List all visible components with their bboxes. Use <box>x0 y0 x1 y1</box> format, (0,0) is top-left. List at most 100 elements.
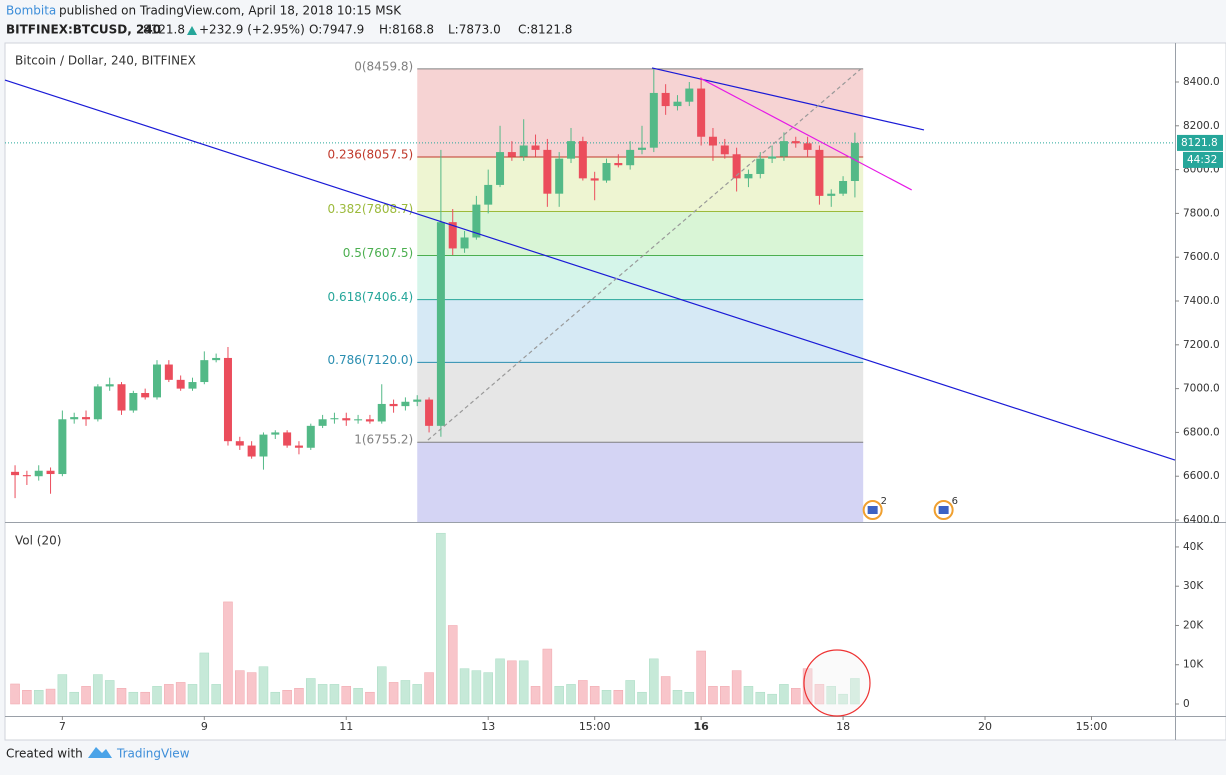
volume-bar <box>601 690 612 705</box>
candle-body <box>223 357 232 442</box>
volume-bar <box>814 684 825 705</box>
volume-bar <box>696 650 706 705</box>
fib-label: 0.5(7607.5) <box>343 246 413 260</box>
event-flag <box>867 506 878 514</box>
volume-bar <box>554 686 564 705</box>
volume-bar <box>22 690 32 705</box>
volume-bar <box>459 668 470 705</box>
candle-body <box>531 145 540 150</box>
trendline <box>427 67 863 441</box>
volume-bar <box>495 658 505 705</box>
candle-body <box>129 392 138 411</box>
candle-body <box>803 143 812 150</box>
volume-bar <box>589 686 600 705</box>
candle-body <box>235 441 244 446</box>
candle-body <box>720 145 729 155</box>
candle-body <box>519 145 528 157</box>
price: 8121.8 <box>143 23 185 37</box>
volume-bar <box>329 684 340 705</box>
candle-body <box>543 149 552 194</box>
volume-bar <box>317 684 328 705</box>
last-price-label: 8121.8 <box>1181 137 1218 149</box>
candle-body <box>815 149 824 196</box>
candle-body <box>614 163 623 166</box>
candle-body <box>697 88 706 137</box>
volume-bar <box>282 690 292 705</box>
candle-body <box>200 360 209 383</box>
volume-tick-label: 0 <box>1183 698 1190 710</box>
volume-bar <box>235 670 245 705</box>
volume-bar <box>57 674 68 705</box>
volume-bar <box>365 691 375 705</box>
candle-body <box>153 364 162 398</box>
candle-body <box>141 392 150 398</box>
volume-bar <box>637 691 647 705</box>
candle-body <box>330 418 339 420</box>
candle-body <box>176 379 185 389</box>
volume-bar <box>353 688 363 705</box>
volume-bar <box>542 648 553 705</box>
candle-body <box>117 384 126 411</box>
x-tick-label: 15:00 <box>579 720 611 733</box>
candle-body <box>661 92 670 107</box>
x-tick-label: 7 <box>59 720 66 733</box>
volume-bar <box>258 666 269 705</box>
footer-brand: TradingView <box>116 747 190 761</box>
candle-body <box>105 384 114 387</box>
x-tick-label: 18 <box>836 720 850 733</box>
fib-band <box>417 68 864 158</box>
fib-label: 0.618(7406.4) <box>328 290 414 304</box>
volume-bar <box>81 686 91 705</box>
y-tick-label: 6800.0 <box>1183 426 1220 438</box>
x-tick-label: 20 <box>978 720 992 733</box>
candle-body <box>342 418 351 421</box>
trendline <box>699 77 912 191</box>
candle-body <box>507 152 516 157</box>
candle-body <box>756 158 765 174</box>
candle-body <box>413 399 422 402</box>
volume-bar <box>447 625 458 705</box>
last-price-badge <box>1177 134 1223 151</box>
volume-bar <box>152 686 162 705</box>
countdown-badge <box>1183 151 1223 168</box>
event-count: 6 <box>952 496 958 507</box>
volume-bar <box>649 658 659 705</box>
high: H:8168.8 <box>379 23 434 37</box>
volume-bar <box>507 660 517 705</box>
volume-bar <box>483 672 493 705</box>
candle-body <box>472 204 481 238</box>
volume-bar <box>672 690 683 705</box>
trendline <box>651 67 925 131</box>
candle-body <box>590 178 599 181</box>
volume-bar <box>731 670 742 705</box>
candle-body <box>791 141 800 144</box>
candle-body <box>247 445 256 457</box>
y-tick-label: 7000.0 <box>1183 383 1220 395</box>
volume-bar <box>838 693 848 705</box>
volume-bar <box>116 688 127 705</box>
volume-bar <box>518 660 529 705</box>
volume-bar <box>69 691 79 705</box>
candle-body <box>649 92 658 148</box>
volume-bar <box>850 678 860 705</box>
trendline <box>4 79 1176 461</box>
volume-bar <box>613 690 624 705</box>
y-tick-label: 7600.0 <box>1183 251 1220 263</box>
candle-body <box>448 222 457 249</box>
candle-body <box>318 419 327 426</box>
volume-bar <box>471 670 482 705</box>
y-tick-label: 7800.0 <box>1183 207 1220 219</box>
volume-bar <box>306 678 316 705</box>
volume-bar <box>625 680 635 705</box>
event-count: 2 <box>881 496 887 507</box>
volume-bar <box>400 680 411 705</box>
volume-bar <box>660 676 671 705</box>
candle-body <box>779 141 788 157</box>
candle-body <box>732 154 741 179</box>
volume-bar <box>223 601 233 705</box>
volume-bar <box>377 666 387 705</box>
x-tick-label: 13 <box>481 720 495 733</box>
x-tick-label: 9 <box>201 720 208 733</box>
volume-bar <box>720 686 730 705</box>
